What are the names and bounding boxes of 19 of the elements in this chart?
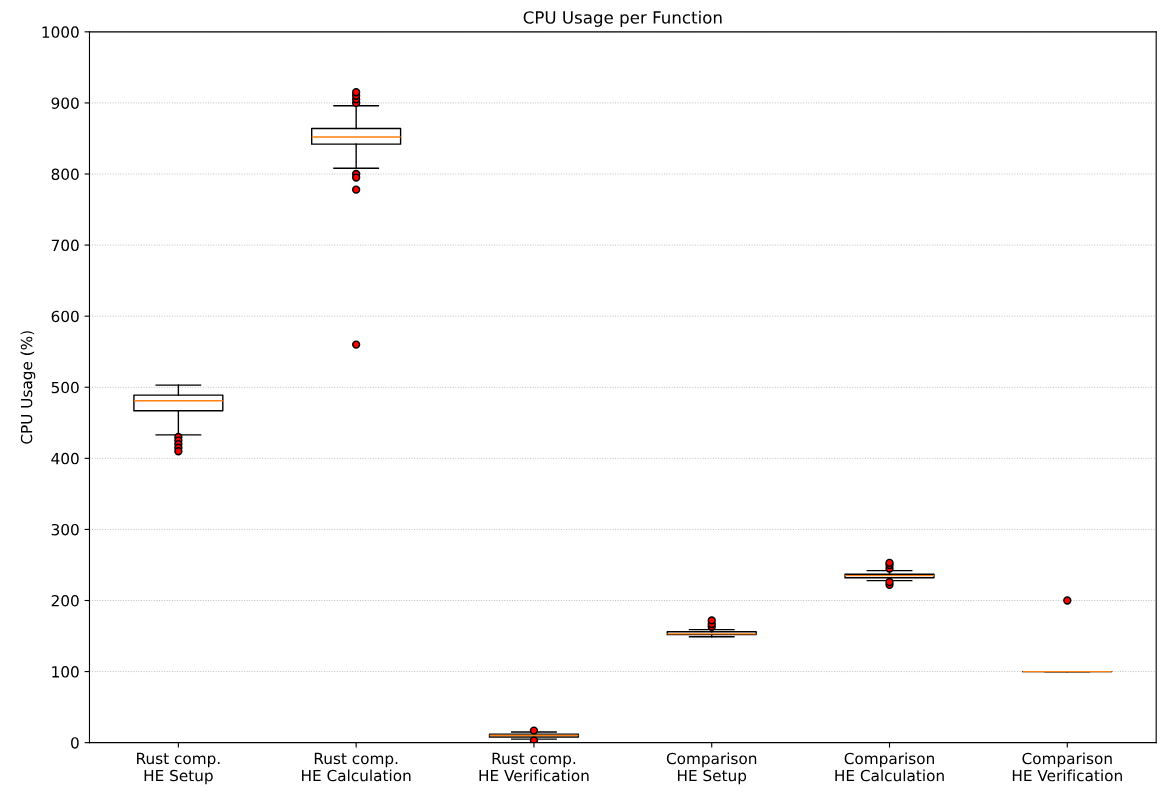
chart-title: CPU Usage per Function (523, 10, 722, 27)
y-tick-label: 500 (51, 381, 79, 394)
x-tick-label: Rust comp. HE Calculation (302, 752, 411, 782)
y-tick-label: 100 (52, 666, 79, 678)
y-tick-label: 600 (51, 310, 79, 323)
x-tick-label: Rust comp. HE Verification (479, 752, 589, 782)
y-tick-label: 700 (51, 239, 79, 252)
y-tick-label: 300 (51, 523, 79, 536)
y-tick-label: 200 (51, 594, 79, 607)
y-tick-label: 900 (51, 97, 79, 109)
x-tick-label: Comparison HE Verification (1012, 752, 1122, 782)
y-tick-label: 1000 (42, 26, 79, 38)
y-axis-title: CPU Usage (%) (20, 331, 36, 444)
y-tick-label: 400 (51, 452, 79, 465)
x-tick-label: Comparison HE Calculation (835, 752, 944, 782)
y-tick-label: 0 (71, 737, 79, 749)
y-tick-label: 800 (51, 168, 79, 181)
x-tick-label: Rust comp. HE Setup (137, 752, 220, 785)
x-tick-label: Comparison HE Setup (666, 752, 757, 785)
